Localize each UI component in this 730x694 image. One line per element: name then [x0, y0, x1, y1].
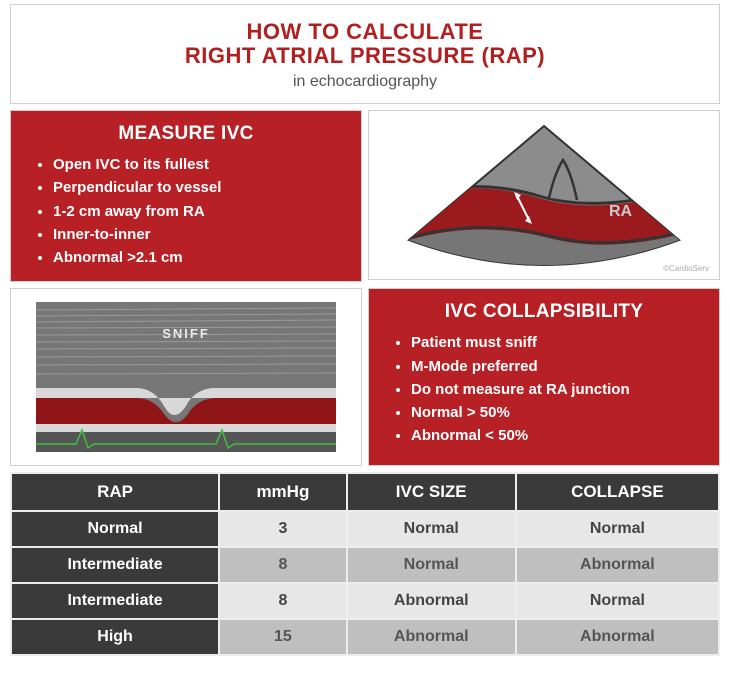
table-cell: Abnormal: [347, 583, 516, 619]
list-item: M-Mode preferred: [411, 355, 703, 378]
measure-ivc-title: MEASURE IVC: [27, 123, 345, 145]
header-panel: HOW TO CALCULATE RIGHT ATRIAL PRESSURE (…: [10, 4, 720, 104]
list-item: Normal > 50%: [411, 401, 703, 424]
credit-label: ©CardioServ: [663, 264, 709, 273]
table-cell: Normal: [516, 511, 719, 547]
table-cell: Normal: [11, 511, 219, 547]
collapsibility-title: IVC COLLAPSIBILITY: [385, 301, 703, 323]
list-item: Abnormal < 50%: [411, 424, 703, 447]
table-header-row: RAP mmHg IVC SIZE COLLAPSE: [11, 473, 719, 511]
measure-ivc-list: Open IVC to its fullest Perpendicular to…: [27, 153, 345, 269]
list-item: Abnormal >2.1 cm: [53, 246, 345, 269]
mmode-panel: SNIFF: [10, 288, 362, 466]
list-item: Perpendicular to vessel: [53, 176, 345, 199]
table-cell: Intermediate: [11, 583, 219, 619]
row-2: SNIFF IVC COLLAPSIBILITY Patient must sn…: [10, 288, 720, 466]
table-cell: 8: [219, 547, 347, 583]
table-cell: High: [11, 619, 219, 655]
table-cell: Abnormal: [516, 547, 719, 583]
table-cell: Abnormal: [516, 619, 719, 655]
list-item: Do not measure at RA junction: [411, 378, 703, 401]
measure-ivc-panel: MEASURE IVC Open IVC to its fullest Perp…: [10, 110, 362, 282]
rap-table: RAP mmHg IVC SIZE COLLAPSE Normal3Normal…: [10, 472, 720, 656]
table-cell: 3: [219, 511, 347, 547]
table-cell: 8: [219, 583, 347, 619]
table-cell: Normal: [347, 547, 516, 583]
list-item: Open IVC to its fullest: [53, 153, 345, 176]
table-cell: Normal: [347, 511, 516, 547]
table-cell: 15: [219, 619, 347, 655]
col-ivc-size: IVC SIZE: [347, 473, 516, 511]
col-rap: RAP: [11, 473, 219, 511]
table-row: High15AbnormalAbnormal: [11, 619, 719, 655]
ra-label: RA: [609, 203, 633, 220]
col-mmhg: mmHg: [219, 473, 347, 511]
col-collapse: COLLAPSE: [516, 473, 719, 511]
ivc-echo-diagram: RA: [399, 120, 689, 270]
infographic: HOW TO CALCULATE RIGHT ATRIAL PRESSURE (…: [0, 0, 730, 666]
table-cell: Intermediate: [11, 547, 219, 583]
table-cell: Abnormal: [347, 619, 516, 655]
collapsibility-list: Patient must sniff M-Mode preferred Do n…: [385, 331, 703, 447]
table-row: Intermediate8AbnormalNormal: [11, 583, 719, 619]
table-cell: Normal: [516, 583, 719, 619]
table-row: Intermediate8NormalAbnormal: [11, 547, 719, 583]
row-1: MEASURE IVC Open IVC to its fullest Perp…: [10, 110, 720, 282]
list-item: Patient must sniff: [411, 331, 703, 354]
list-item: Inner-to-inner: [53, 223, 345, 246]
title-line-2: RIGHT ATRIAL PRESSURE (RAP): [21, 43, 709, 69]
list-item: 1-2 cm away from RA: [53, 200, 345, 223]
subtitle: in echocardiography: [21, 73, 709, 91]
table-row: Normal3NormalNormal: [11, 511, 719, 547]
title-line-1: HOW TO CALCULATE: [21, 19, 709, 45]
ivc-diagram-panel: RA ©CardioServ: [368, 110, 720, 280]
mmode-diagram: SNIFF: [36, 302, 336, 452]
sniff-label: SNIFF: [162, 326, 210, 341]
collapsibility-panel: IVC COLLAPSIBILITY Patient must sniff M-…: [368, 288, 720, 466]
